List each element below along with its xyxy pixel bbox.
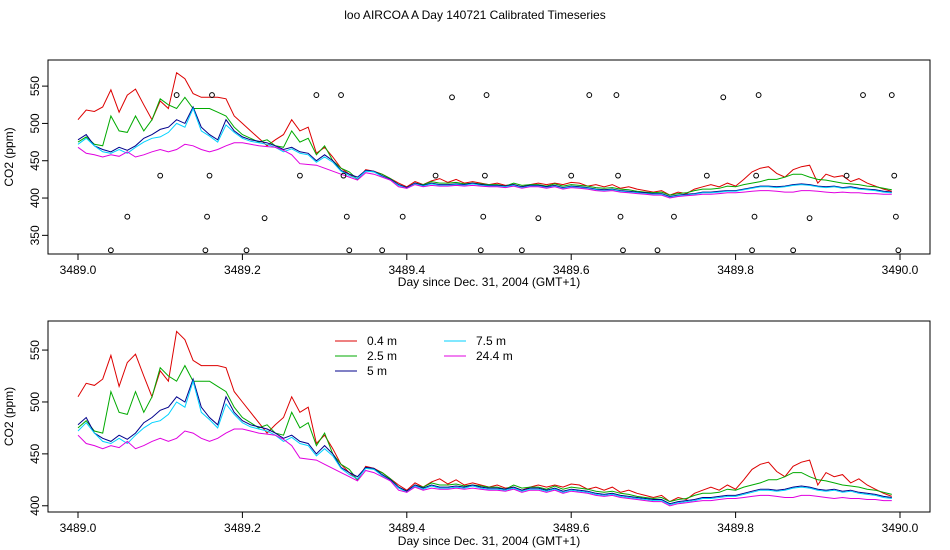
marker-point [535,215,542,222]
marker-point [313,92,320,98]
marker-point [843,172,850,179]
marker-point [891,172,898,179]
marker-point [720,94,727,101]
x-tick-label: 3489.2 [224,263,261,277]
marker-point [613,92,620,98]
page-title: loo AIRCOA A Day 140721 Calibrated Times… [344,8,606,22]
marker-point [209,92,215,98]
marker-point [860,92,866,98]
series-line-0-4-m [77,71,892,196]
y-tick-label: 450 [28,150,42,170]
series-line-24-4-m [77,142,892,199]
plot-frame [47,320,931,513]
series-line-24-4-m [77,428,892,507]
marker-point [671,213,677,220]
x-axis-label: Day since Dec. 31, 2004 (GMT+1) [398,534,580,548]
series-line-7-5-m [77,107,892,198]
series-line-7-5-m [77,379,892,506]
x-axis-label: Day since Dec. 31, 2004 (GMT+1) [398,275,580,289]
marker-point [243,247,250,254]
marker-point [586,92,593,98]
marker-point [806,215,813,222]
legend-label: 2.5 m [367,349,397,363]
x-tick-label: 3489.4 [388,263,425,277]
series-line-5-m [77,105,892,198]
x-tick-label: 3489.0 [60,263,97,277]
x-tick-label: 3490.0 [882,263,919,277]
marker-point [338,92,344,98]
series-line-2-5-m [77,96,892,196]
y-tick-label: 400 [28,495,42,515]
marker-point [297,172,303,179]
marker-point [895,247,902,254]
x-tick-label: 3489.6 [553,263,590,277]
x-tick-label: 3489.8 [717,521,754,535]
marker-point [432,172,439,179]
series-line-5-m [77,377,892,505]
legend-label: 24.4 m [476,349,513,363]
marker-point [261,215,268,222]
marker-point [888,92,895,98]
legend-label: 5 m [367,364,387,378]
marker-point [124,213,131,220]
marker-point [703,172,710,179]
marker-point [480,213,487,220]
y-tick-label: 550 [28,340,42,360]
y-tick-label: 550 [28,76,42,96]
marker-point [654,247,661,254]
marker-point [206,172,213,179]
y-axis-label: CO2 (ppm) [2,127,16,186]
x-tick-label: 3489.8 [717,263,754,277]
marker-point [568,172,575,179]
marker-point [617,213,624,220]
y-tick-label: 500 [28,392,42,412]
marker-point [483,92,490,98]
marker-point [892,213,899,220]
y-tick-label: 400 [28,188,42,208]
marker-point [749,247,755,254]
marker-point [343,213,350,220]
y-axis-label: CO2 (ppm) [2,387,16,446]
bottom-panel: 3489.0 3489.2 3489.4 3489.6 3489.8 3490.0 400 4… [2,320,931,548]
marker-point [753,172,760,179]
marker-point [751,213,758,220]
marker-point [173,92,180,98]
legend-label: 7.5 m [476,334,506,348]
legend-label: 0.4 m [367,334,397,348]
x-tick-label: 3489.6 [553,521,590,535]
marker-point [620,247,626,254]
top-panel: 3489.0 3489.2 3489.4 3489.6 3489.8 3490.0 350 4… [2,59,931,289]
y-tick-label: 450 [28,444,42,464]
marker-point [379,247,386,254]
marker-point [481,172,488,179]
y-tick-label: 500 [28,113,42,133]
marker-point [346,247,353,254]
series-line-2-5-m [77,364,892,503]
marker-point [107,247,114,254]
x-tick-label: 3489.4 [388,521,425,535]
marker-point [157,172,164,179]
x-tick-label: 3489.2 [224,521,261,535]
marker-point [790,247,797,254]
marker-point [518,247,525,254]
marker-point [399,213,406,220]
marker-point [340,172,347,179]
y-tick-label: 350 [28,225,42,245]
x-tick-label: 3490.0 [882,521,919,535]
marker-point [615,172,621,179]
marker-point [477,247,484,254]
marker-point [204,213,210,220]
x-tick-label: 3489.0 [60,521,97,535]
marker-point [449,94,455,101]
marker-point [755,92,762,98]
marker-point [202,247,209,254]
plot-frame [47,59,931,255]
